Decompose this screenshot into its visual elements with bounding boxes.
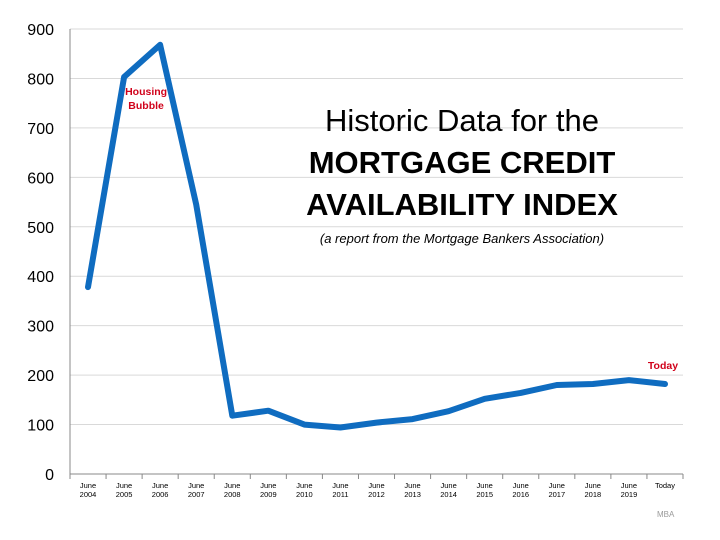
x-tick-label: 2019 (621, 490, 638, 499)
x-tick-label: 2014 (440, 490, 457, 499)
title-line-2: MORTGAGE CREDIT (308, 145, 616, 180)
x-tick-label: June (440, 481, 456, 490)
x-tick-label: 2012 (368, 490, 385, 499)
x-tick-label: 2018 (585, 490, 602, 499)
y-tick-label: 600 (27, 170, 54, 187)
data-point (482, 396, 488, 402)
y-tick-label: 700 (27, 121, 54, 138)
chart-subtitle: (a report from the Mortgage Bankers Asso… (319, 231, 605, 246)
data-point (374, 420, 379, 426)
x-tick-label: June (621, 481, 637, 490)
x-tick-label: 2008 (224, 490, 241, 499)
annotation-label: Bubble (128, 100, 164, 112)
x-tick-label: June (80, 481, 96, 490)
x-tick-label: 2016 (512, 490, 529, 499)
x-tick-label: June (513, 481, 529, 490)
x-tick-label: 2017 (548, 490, 565, 499)
data-point (590, 381, 596, 387)
y-tick-label: 0 (45, 467, 54, 484)
data-point (518, 390, 524, 396)
y-tick-label: 400 (27, 269, 54, 286)
y-tick-label: 100 (27, 418, 54, 435)
source-label: MBA (657, 510, 675, 519)
x-tick-label: 2015 (476, 490, 493, 499)
x-tick-label: June (477, 481, 493, 490)
axes (69, 29, 684, 479)
x-tick-label: 2013 (404, 490, 421, 499)
x-axis-tick-labels: June2004June2005June2006June2007June2008… (80, 481, 676, 499)
chart-title-block: Historic Data for the MORTGAGE CREDIT AV… (262, 100, 662, 250)
x-tick-label: June (332, 481, 348, 490)
x-tick-label: June (116, 481, 132, 490)
data-point (193, 202, 199, 208)
data-point (626, 377, 632, 383)
x-tick-label: June (224, 481, 240, 490)
x-tick-label: June (188, 481, 204, 490)
x-tick-label: June (404, 481, 420, 490)
data-point (85, 284, 91, 290)
data-point (554, 382, 560, 388)
x-tick-label: June (152, 481, 168, 490)
x-tick-label: June (296, 481, 312, 490)
data-point (662, 381, 668, 387)
x-tick-label: Today (655, 481, 675, 490)
data-point (446, 408, 452, 414)
data-point (337, 425, 343, 431)
x-tick-label: 2005 (116, 490, 133, 499)
data-point (301, 422, 307, 428)
y-tick-label: 200 (27, 368, 54, 385)
x-tick-label: 2010 (296, 490, 313, 499)
x-tick-label: June (549, 481, 565, 490)
series-line-group (85, 41, 668, 431)
title-line-3: AVAILABILITY INDEX (306, 187, 618, 222)
annotations: Housing Bubble Today (125, 86, 678, 372)
x-tick-label: 2006 (152, 490, 169, 499)
x-tick-label: 2007 (188, 490, 205, 499)
x-tick-label: 2009 (260, 490, 277, 499)
y-tick-label: 800 (27, 71, 54, 88)
y-tick-label: 300 (27, 319, 54, 336)
y-tick-label: 500 (27, 220, 54, 237)
y-axis-tick-labels: 0 100 200 300 400 500 600 700 800 900 (27, 22, 54, 484)
x-tick-label: June (585, 481, 601, 490)
x-tick-label: June (260, 481, 276, 490)
x-tick-label: 2011 (332, 490, 348, 499)
annotation-label: Today (648, 360, 678, 372)
data-point (157, 42, 163, 48)
annotation-label: Housing (125, 86, 167, 98)
data-point (410, 416, 416, 422)
x-tick-label: June (368, 481, 384, 490)
data-point (121, 74, 127, 80)
x-tick-label: 2004 (80, 490, 97, 499)
gridlines (70, 28, 683, 426)
title-line-1: Historic Data for the (325, 103, 599, 138)
data-point (229, 413, 235, 419)
y-tick-label: 900 (27, 22, 54, 39)
data-point (265, 408, 271, 414)
